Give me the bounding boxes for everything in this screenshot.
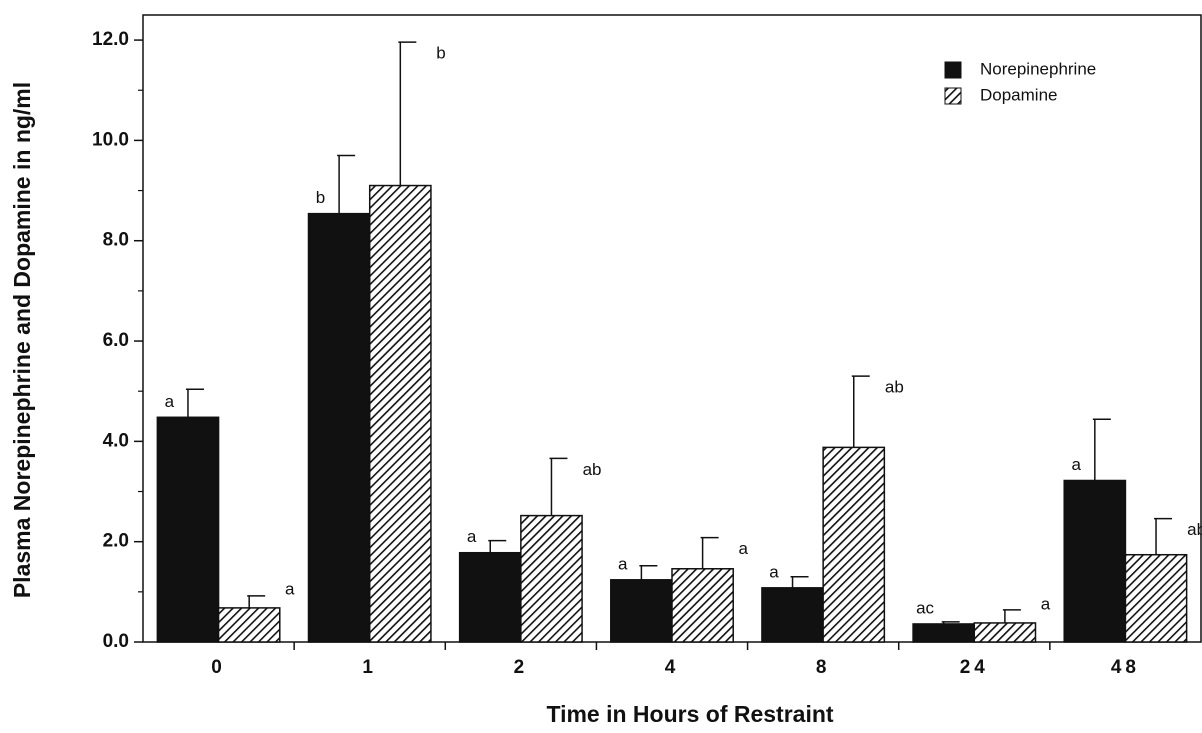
significance-label: ac [916,598,934,617]
bar [458,551,522,643]
bar [156,416,220,643]
x-tick-label: 2 [514,657,529,678]
significance-label: a [1041,594,1051,613]
plot-frame [142,14,1202,643]
x-tick-label: 24 [960,657,989,678]
bar [217,607,281,643]
bar [1124,553,1188,643]
bar [368,184,432,643]
x-tick-label: 0 [211,657,226,678]
y-tick-label: 6.0 [103,330,129,351]
legend-swatch [944,61,962,79]
bar [822,446,886,643]
significance-label: a [1071,455,1081,474]
bar [610,579,673,643]
y-axis-label: Plasma Norepinephrine and Dopamine in ng… [9,82,35,598]
significance-label: a [618,554,628,573]
y-tick-label: 8.0 [103,230,129,251]
x-tick-label: 1 [362,657,377,678]
bar [671,568,734,643]
significance-label: a [165,392,175,411]
significance-label: b [436,44,445,63]
x-tick-label: 4 [665,657,680,678]
y-tick-label: 4.0 [103,430,129,451]
significance-label: a [467,527,477,546]
legend-label: Norepinephrine [980,59,1096,78]
bar [973,622,1037,643]
x-axis-label: Time in Hours of Restraint [546,701,833,727]
bar [307,212,371,643]
bar [1063,479,1127,643]
y-tick-label: 10.0 [92,129,129,150]
significance-label: a [769,562,779,581]
x-tick-label: 48 [1111,657,1140,678]
significance-label: a [285,579,295,598]
legend-swatch [944,87,962,105]
y-tick-label: 0.0 [103,631,129,652]
legend-label: Dopamine [980,85,1058,104]
bar [912,623,976,643]
significance-label: ab [1187,520,1202,539]
bar [520,514,583,643]
y-tick-label: 12.0 [92,29,129,50]
bar [761,587,824,643]
y-tick-label: 2.0 [103,531,129,552]
significance-label: b [316,188,325,207]
significance-label: ab [885,378,904,397]
x-tick-label: 8 [816,657,831,678]
significance-label: a [738,539,748,558]
significance-label: ab [583,460,602,479]
